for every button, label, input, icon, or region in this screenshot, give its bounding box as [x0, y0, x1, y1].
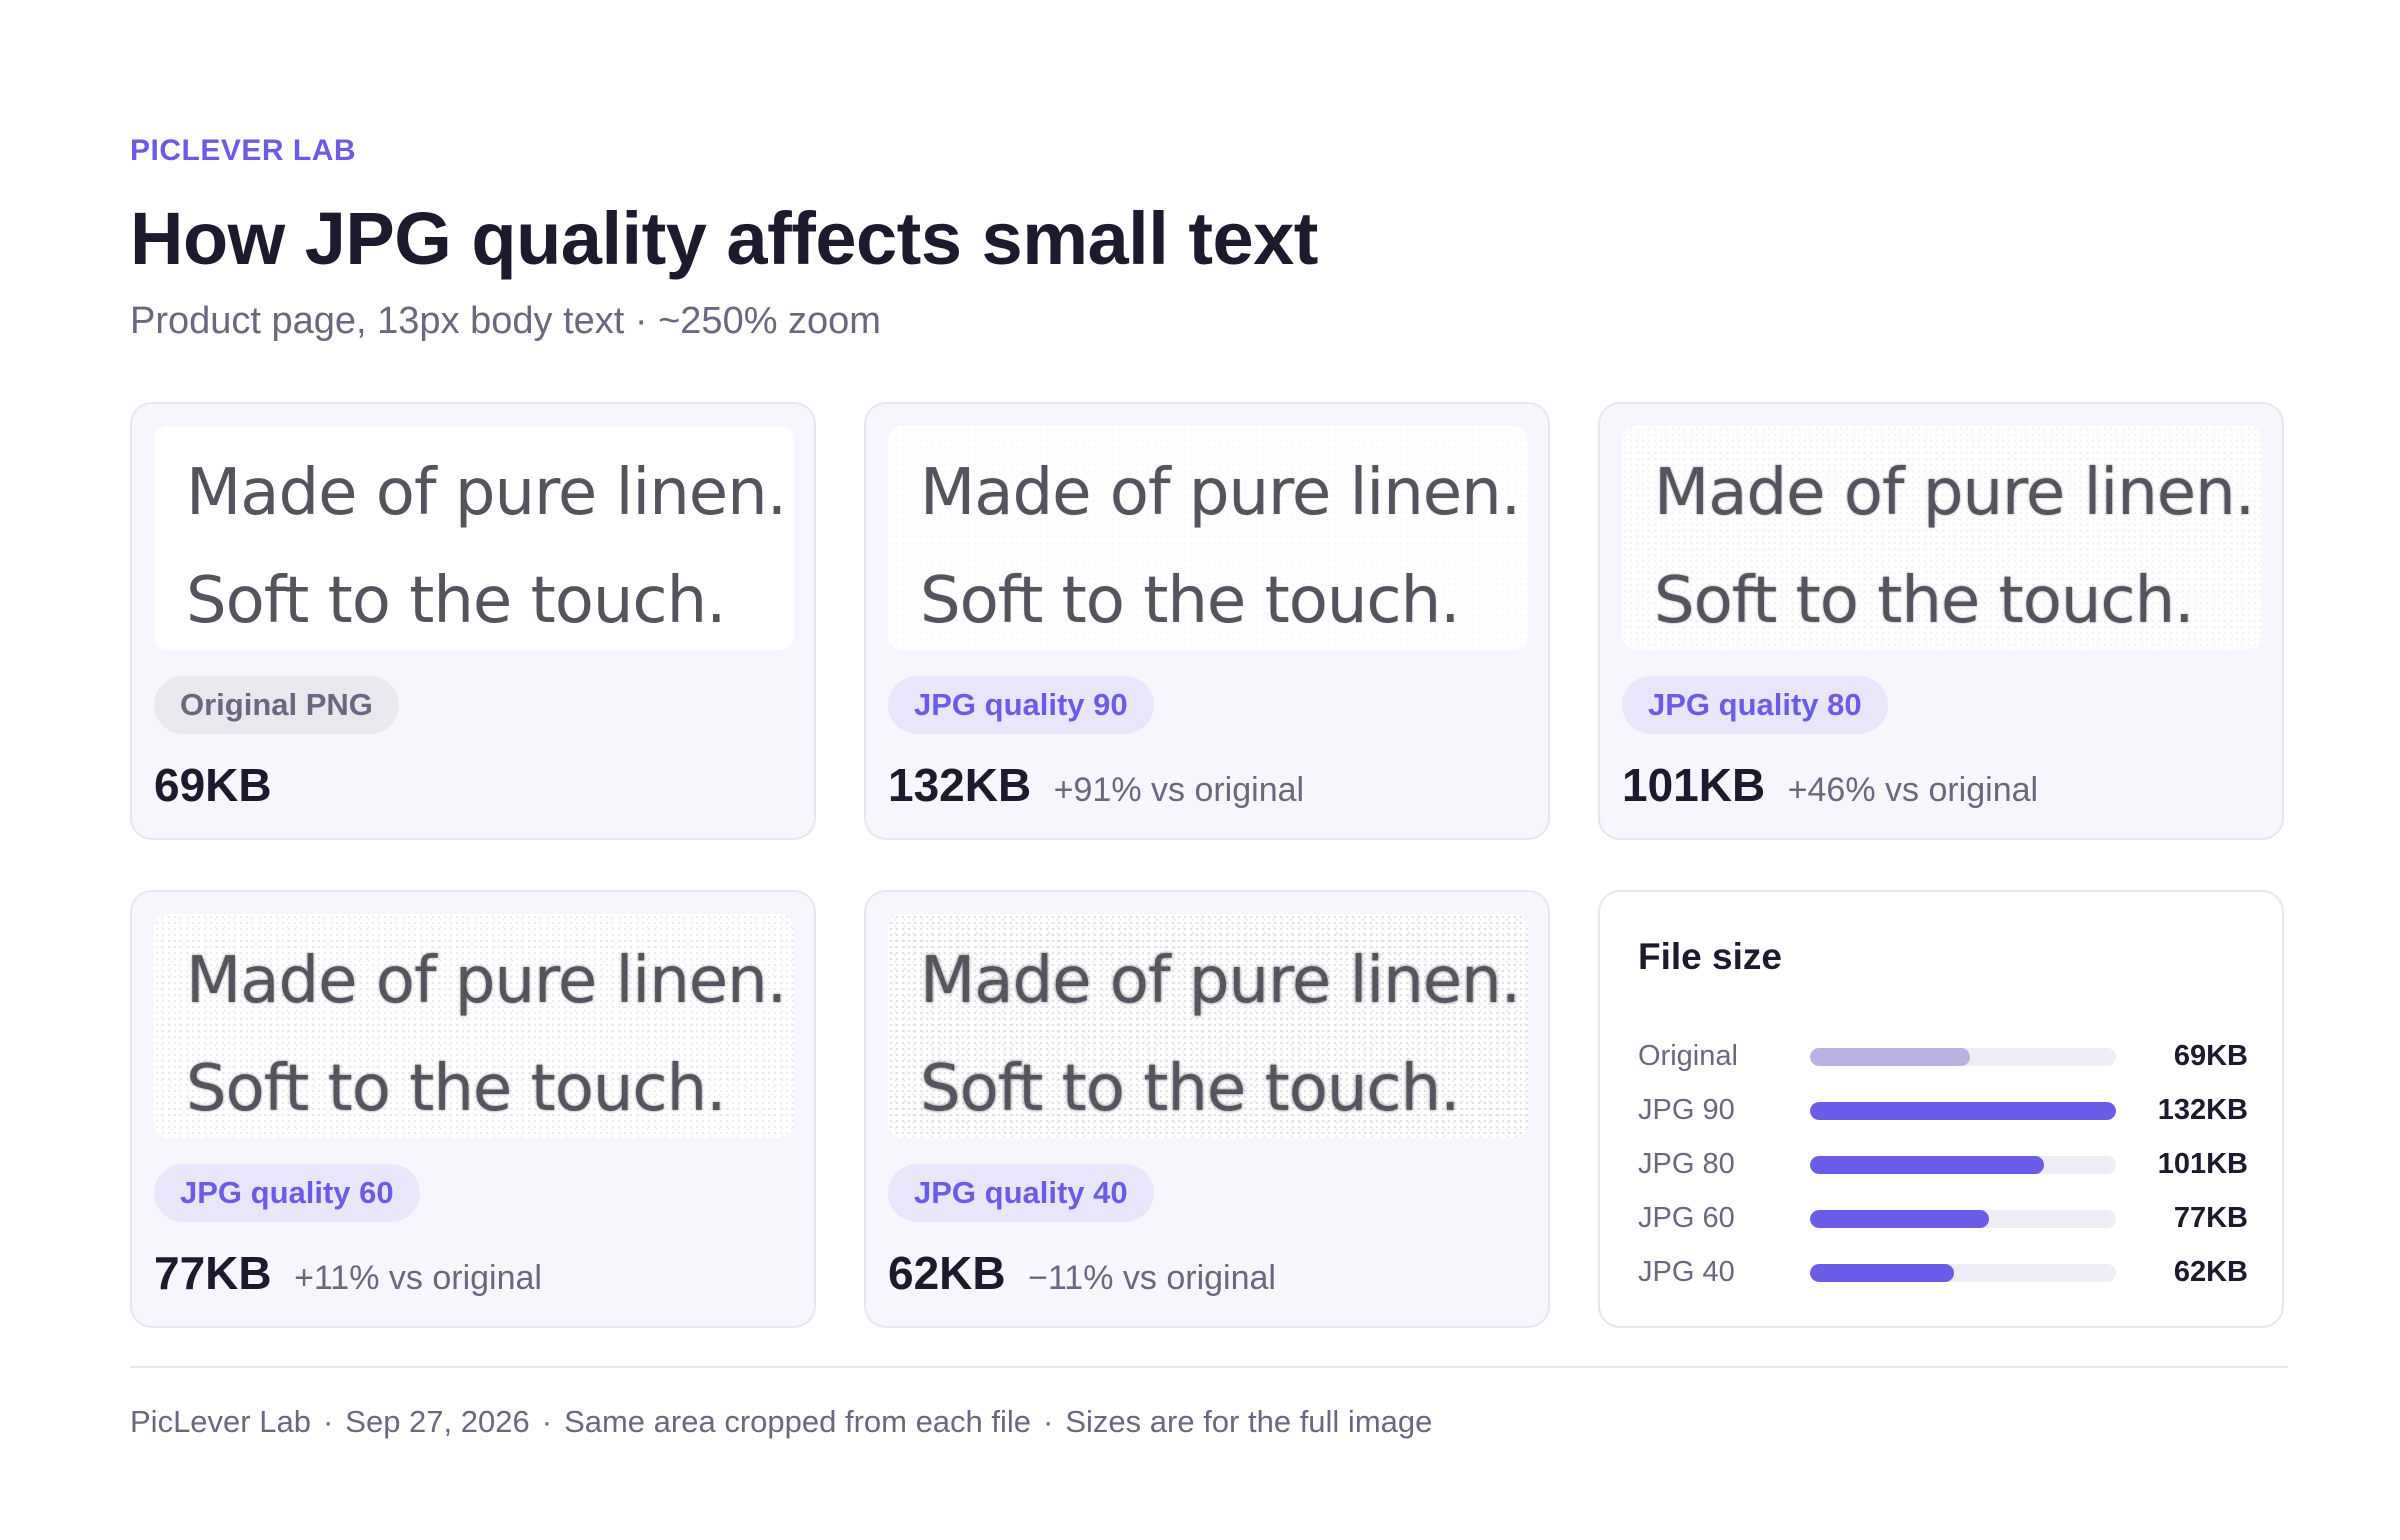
sample-line-1: Made of pure linen.	[186, 944, 787, 1018]
format-badge: JPG quality 60	[154, 1164, 420, 1222]
page-subtitle: Product page, 13px body text · ~250% zoo…	[130, 300, 881, 342]
bar-value-label: 62KB	[2173, 1256, 2248, 1288]
bar-fill	[1810, 1102, 2116, 1120]
bar-category-label: JPG 80	[1638, 1148, 1735, 1180]
text-crop-image: Made of pure linen. Soft to the touch.	[888, 426, 1528, 650]
footer-source: PicLever Lab	[130, 1404, 311, 1439]
brand-eyebrow: PICLEVER LAB	[130, 134, 357, 167]
format-badge: Original PNG	[154, 676, 399, 734]
size-delta: +91% vs original	[1053, 771, 1305, 809]
size-delta: −11% vs original	[1028, 1259, 1276, 1297]
bar-category-label: JPG 90	[1638, 1094, 1735, 1126]
size-row: 69KB	[154, 758, 272, 812]
bar-category-label: Original	[1638, 1040, 1738, 1072]
sample-card-jpg40: Made of pure linen. Soft to the touch. J…	[864, 890, 1550, 1328]
bar-fill	[1810, 1048, 1970, 1066]
size-delta: +11% vs original	[294, 1259, 542, 1297]
bar-row: JPG 80 101KB	[1638, 1144, 2248, 1184]
bar-track	[1810, 1156, 2116, 1174]
sample-card-jpg60: Made of pure linen. Soft to the touch. J…	[130, 890, 816, 1328]
bar-fill	[1810, 1264, 1954, 1282]
bar-fill	[1810, 1210, 1989, 1228]
sample-line-2: Soft to the touch.	[920, 564, 1460, 638]
bar-category-label: JPG 60	[1638, 1202, 1735, 1234]
bar-value-label: 69KB	[2173, 1040, 2248, 1072]
footer-separator: ·	[322, 1404, 334, 1439]
format-badge: JPG quality 40	[888, 1164, 1154, 1222]
text-crop-image: Made of pure linen. Soft to the touch.	[154, 914, 794, 1138]
sample-card-jpg80: Made of pure linen. Soft to the touch. J…	[1598, 402, 2284, 840]
sample-line-1: Made of pure linen.	[186, 456, 787, 530]
sample-line-2: Soft to the touch.	[186, 1052, 726, 1126]
footer-separator: ·	[1043, 1404, 1054, 1439]
bar-row: JPG 60 77KB	[1638, 1198, 2248, 1238]
footer-note: Same area cropped from each file	[564, 1404, 1032, 1439]
chart-title: File size	[1638, 936, 1782, 977]
sample-line-2: Soft to the touch.	[920, 1052, 1460, 1126]
sample-card-original: Made of pure linen. Soft to the touch. O…	[130, 402, 816, 840]
bar-row: JPG 40 62KB	[1638, 1252, 2248, 1292]
sample-card-jpg90: Made of pure linen. Soft to the touch. J…	[864, 402, 1550, 840]
sample-line-1: Made of pure linen.	[920, 944, 1521, 1018]
file-size: 132KB	[888, 759, 1032, 811]
bar-track	[1810, 1048, 2116, 1066]
bar-value-label: 77KB	[2173, 1202, 2248, 1234]
size-row: 62KB −11% vs original	[888, 1246, 1276, 1300]
page-title: How JPG quality affects small text	[130, 197, 1318, 280]
footer: PicLever Lab · Sep 27, 2026 · Same area crop…	[130, 1404, 1432, 1440]
size-delta: +46% vs original	[1787, 771, 2039, 809]
file-size: 62KB	[888, 1247, 1006, 1299]
footer-divider	[130, 1366, 2288, 1368]
bar-track	[1810, 1264, 2116, 1282]
file-size: 101KB	[1622, 759, 1766, 811]
bar-track	[1810, 1102, 2116, 1120]
file-size: 69KB	[154, 759, 272, 811]
size-row: 77KB +11% vs original	[154, 1246, 542, 1300]
text-crop-image: Made of pure linen. Soft to the touch.	[888, 914, 1528, 1138]
footer-separator: ·	[541, 1404, 553, 1439]
bar-value-label: 101KB	[2157, 1148, 2248, 1180]
text-crop-image: Made of pure linen. Soft to the touch.	[154, 426, 794, 650]
bar-category-label: JPG 40	[1638, 1256, 1735, 1288]
text-crop-image: Made of pure linen. Soft to the touch.	[1622, 426, 2262, 650]
format-badge: JPG quality 80	[1622, 676, 1888, 734]
sample-line-2: Soft to the touch.	[1654, 564, 2194, 638]
sample-line-1: Made of pure linen.	[1654, 456, 2255, 530]
bar-row: JPG 90 132KB	[1638, 1090, 2248, 1130]
bar-row: Original 69KB	[1638, 1036, 2248, 1076]
footer-date: Sep 27, 2026	[345, 1404, 530, 1439]
format-badge: JPG quality 90	[888, 676, 1154, 734]
size-row: 132KB +91% vs original	[888, 758, 1304, 812]
sample-line-2: Soft to the touch.	[186, 564, 726, 638]
bar-value-label: 132KB	[2157, 1094, 2248, 1126]
size-row: 101KB +46% vs original	[1622, 758, 2038, 812]
bar-track	[1810, 1210, 2116, 1228]
file-size: 77KB	[154, 1247, 272, 1299]
footer-note: Sizes are for the full image	[1065, 1404, 1433, 1439]
bar-fill	[1810, 1156, 2045, 1174]
sample-line-1: Made of pure linen.	[920, 456, 1521, 530]
file-size-chart: File size Original 69KB JPG 90 132KB JPG 80 1…	[1598, 890, 2284, 1328]
